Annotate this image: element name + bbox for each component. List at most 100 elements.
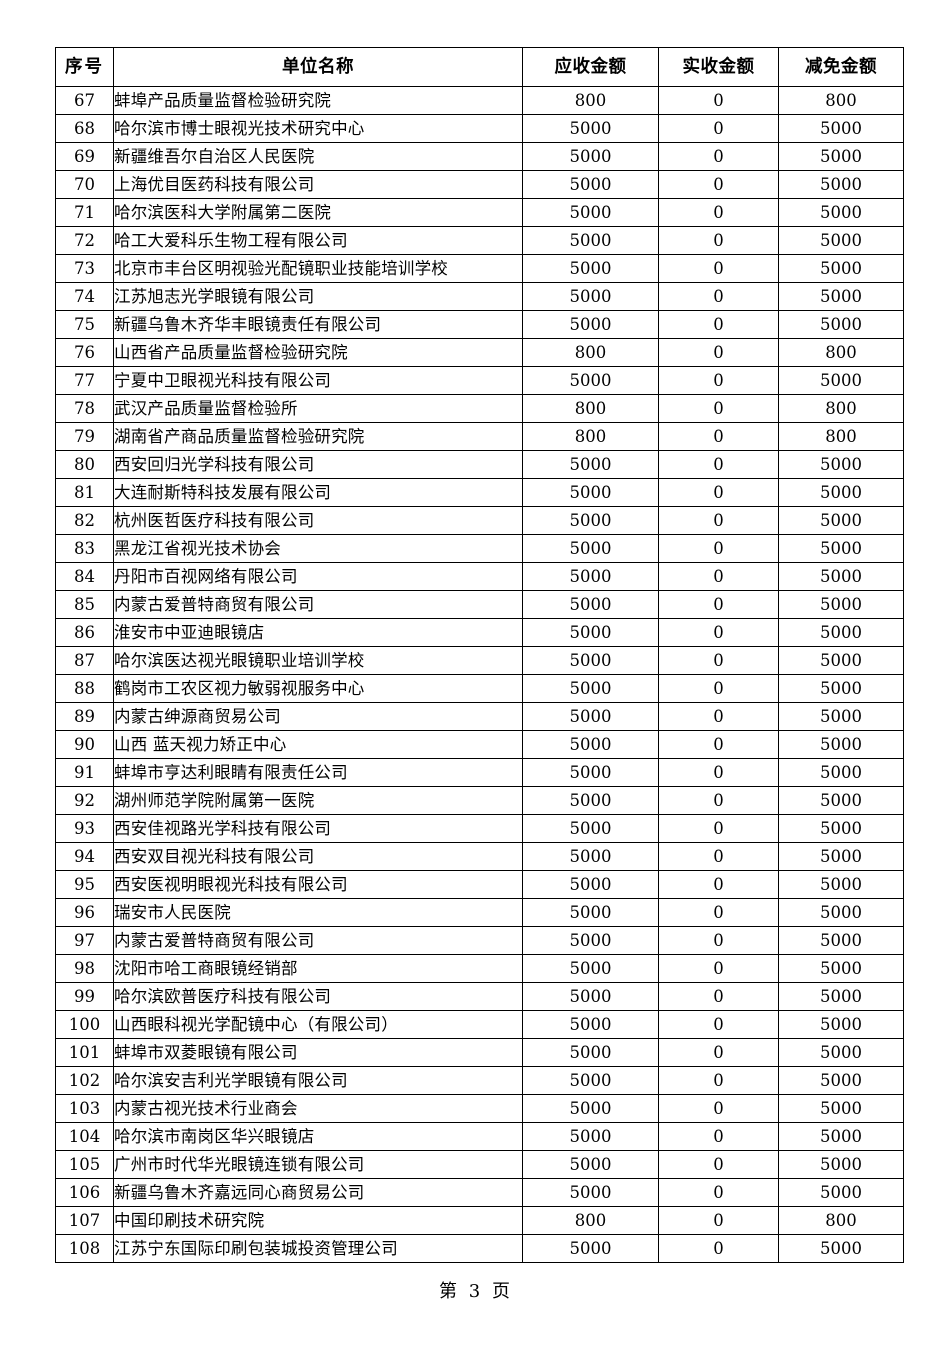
column-header-paid: 实收金额 — [658, 47, 779, 87]
cell-amount-waived: 800 — [778, 422, 904, 451]
cell-amount-paid: 0 — [658, 506, 779, 535]
cell-unit-name: 蚌埠市亨达利眼睛有限责任公司 — [113, 758, 523, 787]
table-row: 81 大连耐斯特科技发展有限公司 5000 0 5000 — [55, 478, 904, 507]
column-header-waive: 减免金额 — [778, 47, 904, 87]
cell-unit-name: 蚌埠产品质量监督检验研究院 — [113, 86, 523, 115]
cell-amount-waived: 5000 — [778, 618, 904, 647]
cell-seq: 93 — [55, 814, 114, 843]
cell-amount-paid: 0 — [658, 562, 779, 591]
cell-amount-paid: 0 — [658, 1206, 779, 1235]
cell-seq: 74 — [55, 282, 114, 311]
cell-unit-name: 大连耐斯特科技发展有限公司 — [113, 478, 523, 507]
table-row: 83 黑龙江省视光技术协会 5000 0 5000 — [55, 534, 904, 563]
table-row: 67 蚌埠产品质量监督检验研究院 800 0 800 — [55, 86, 904, 115]
fee-table-container: 序号 单位名称 应收金额 实收金额 减免金额 67 蚌埠产品质量监督检验研究院 80… — [55, 47, 904, 1263]
cell-seq: 67 — [55, 86, 114, 115]
cell-seq: 106 — [55, 1178, 114, 1207]
cell-amount-waived: 5000 — [778, 842, 904, 871]
table-row: 82 杭州医哲医疗科技有限公司 5000 0 5000 — [55, 506, 904, 535]
cell-seq: 90 — [55, 730, 114, 759]
cell-amount-paid: 0 — [658, 366, 779, 395]
cell-amount-waived: 5000 — [778, 282, 904, 311]
cell-amount-paid: 0 — [658, 1122, 779, 1151]
cell-amount-due: 5000 — [522, 254, 659, 283]
table-row: 77 宁夏中卫眼视光科技有限公司 5000 0 5000 — [55, 366, 904, 395]
cell-amount-paid: 0 — [658, 226, 779, 255]
cell-amount-paid: 0 — [658, 982, 779, 1011]
table-row: 79 湖南省产商品质量监督检验研究院 800 0 800 — [55, 422, 904, 451]
cell-seq: 79 — [55, 422, 114, 451]
cell-amount-paid: 0 — [658, 142, 779, 171]
cell-unit-name: 瑞安市人民医院 — [113, 898, 523, 927]
cell-seq: 102 — [55, 1066, 114, 1095]
cell-amount-due: 5000 — [522, 506, 659, 535]
cell-amount-waived: 5000 — [778, 982, 904, 1011]
cell-seq: 101 — [55, 1038, 114, 1067]
cell-amount-waived: 5000 — [778, 1178, 904, 1207]
table-row: 69 新疆维吾尔自治区人民医院 5000 0 5000 — [55, 142, 904, 171]
table-row: 74 江苏旭志光学眼镜有限公司 5000 0 5000 — [55, 282, 904, 311]
cell-amount-paid: 0 — [658, 282, 779, 311]
cell-amount-paid: 0 — [658, 702, 779, 731]
cell-unit-name: 新疆维吾尔自治区人民医院 — [113, 142, 523, 171]
cell-amount-waived: 5000 — [778, 562, 904, 591]
cell-amount-paid: 0 — [658, 1038, 779, 1067]
cell-amount-due: 5000 — [522, 1178, 659, 1207]
cell-seq: 87 — [55, 646, 114, 675]
cell-amount-waived: 5000 — [778, 1066, 904, 1095]
cell-seq: 73 — [55, 254, 114, 283]
cell-amount-waived: 5000 — [778, 786, 904, 815]
cell-unit-name: 西安回归光学科技有限公司 — [113, 450, 523, 479]
cell-unit-name: 蚌埠市双菱眼镜有限公司 — [113, 1038, 523, 1067]
cell-amount-paid: 0 — [658, 338, 779, 367]
table-row: 103 内蒙古视光技术行业商会 5000 0 5000 — [55, 1094, 904, 1123]
cell-amount-paid: 0 — [658, 898, 779, 927]
cell-seq: 68 — [55, 114, 114, 143]
cell-amount-due: 800 — [522, 422, 659, 451]
cell-amount-due: 5000 — [522, 702, 659, 731]
table-body: 67 蚌埠产品质量监督检验研究院 800 0 800 68 哈尔滨市博士眼视光技术研究中心 5… — [55, 86, 904, 1263]
cell-seq: 78 — [55, 394, 114, 423]
cell-unit-name: 新疆乌鲁木齐华丰眼镜责任有限公司 — [113, 310, 523, 339]
cell-seq: 85 — [55, 590, 114, 619]
cell-unit-name: 湖南省产商品质量监督检验研究院 — [113, 422, 523, 451]
table-row: 88 鹤岗市工农区视力敏弱视服务中心 5000 0 5000 — [55, 674, 904, 703]
cell-amount-due: 5000 — [522, 758, 659, 787]
cell-unit-name: 山西 蓝天视力矫正中心 — [113, 730, 523, 759]
cell-seq: 91 — [55, 758, 114, 787]
cell-unit-name: 淮安市中亚迪眼镜店 — [113, 618, 523, 647]
cell-amount-waived: 5000 — [778, 366, 904, 395]
cell-unit-name: 内蒙古绅源商贸易公司 — [113, 702, 523, 731]
cell-amount-waived: 5000 — [778, 1150, 904, 1179]
cell-seq: 108 — [55, 1234, 114, 1263]
table-row: 107 中国印刷技术研究院 800 0 800 — [55, 1206, 904, 1235]
table-row: 72 哈工大爱科乐生物工程有限公司 5000 0 5000 — [55, 226, 904, 255]
cell-amount-paid: 0 — [658, 114, 779, 143]
table-row: 106 新疆乌鲁木齐嘉远同心商贸易公司 5000 0 5000 — [55, 1178, 904, 1207]
table-row: 95 西安医视明眼视光科技有限公司 5000 0 5000 — [55, 870, 904, 899]
table-row: 91 蚌埠市亨达利眼睛有限责任公司 5000 0 5000 — [55, 758, 904, 787]
page-footer: 第 3 页 — [439, 1281, 513, 1302]
table-row: 101 蚌埠市双菱眼镜有限公司 5000 0 5000 — [55, 1038, 904, 1067]
cell-amount-due: 5000 — [522, 926, 659, 955]
cell-amount-waived: 5000 — [778, 534, 904, 563]
table-row: 93 西安佳视路光学科技有限公司 5000 0 5000 — [55, 814, 904, 843]
cell-amount-waived: 800 — [778, 86, 904, 115]
cell-amount-waived: 5000 — [778, 142, 904, 171]
cell-unit-name: 山西眼科视光学配镜中心（有限公司） — [113, 1010, 523, 1039]
cell-seq: 89 — [55, 702, 114, 731]
cell-amount-paid: 0 — [658, 1094, 779, 1123]
cell-seq: 81 — [55, 478, 114, 507]
cell-amount-due: 5000 — [522, 478, 659, 507]
cell-amount-due: 800 — [522, 394, 659, 423]
cell-seq: 88 — [55, 674, 114, 703]
table-row: 105 广州市时代华光眼镜连锁有限公司 5000 0 5000 — [55, 1150, 904, 1179]
cell-amount-waived: 5000 — [778, 1122, 904, 1151]
cell-unit-name: 山西省产品质量监督检验研究院 — [113, 338, 523, 367]
cell-amount-due: 5000 — [522, 282, 659, 311]
cell-unit-name: 哈工大爱科乐生物工程有限公司 — [113, 226, 523, 255]
cell-unit-name: 哈尔滨医科大学附属第二医院 — [113, 198, 523, 227]
table-row: 102 哈尔滨安吉利光学眼镜有限公司 5000 0 5000 — [55, 1066, 904, 1095]
cell-amount-paid: 0 — [658, 450, 779, 479]
cell-amount-due: 5000 — [522, 198, 659, 227]
